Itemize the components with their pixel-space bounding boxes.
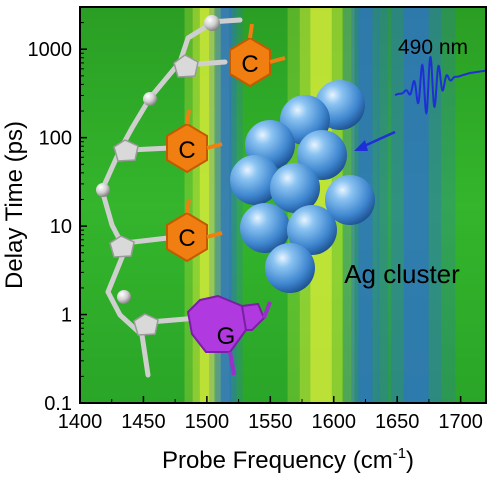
y-tick-label: 100 [39, 128, 72, 150]
x-axis-title-sup: -1 [393, 445, 406, 462]
x-tick-label: 1450 [121, 411, 166, 433]
x-tick-label: 1650 [375, 411, 420, 433]
y-tick-label: 1 [61, 305, 72, 327]
phosphate-atoms [96, 15, 220, 304]
x-axis-title-close: ) [406, 447, 414, 474]
y-axis: 0.1 1 10 100 1000 [28, 6, 87, 415]
silver-cluster [230, 80, 375, 293]
wavelength-label: 490 nm [398, 36, 468, 59]
laser-pulse [354, 55, 486, 151]
y-tick-label: 1000 [28, 39, 73, 61]
x-tick-label: 1550 [248, 411, 293, 433]
x-axis: 1400 1450 1500 1550 1600 1650 1700 [58, 396, 483, 433]
x-axis-title-main: Probe Frequency (cm [162, 447, 393, 474]
x-tick-label: 1700 [438, 411, 483, 433]
cytosine-base-1: C [229, 23, 286, 88]
base-label-c2: C [178, 137, 195, 164]
cluster-label: Ag cluster [344, 259, 460, 289]
cytosine-base-2: C [166, 109, 223, 174]
base-label-c3: C [178, 225, 195, 252]
heatmap-band-5 [403, 7, 429, 403]
cytosine-base-3: C [166, 198, 223, 263]
x-axis-title: Probe Frequency (cm-1) [162, 445, 414, 474]
sugar-rings [109, 54, 199, 336]
guanine-base: G [186, 294, 272, 376]
y-tick-label: 0.1 [44, 393, 72, 415]
dna-illustration: C C C G [96, 15, 486, 378]
base-label-c1: C [241, 51, 258, 78]
x-tick-label: 1400 [58, 411, 103, 433]
x-tick-label: 1600 [312, 411, 357, 433]
heatmap-band-2 [220, 7, 232, 403]
pulse-waveform [394, 55, 486, 116]
plot-frame [79, 6, 487, 404]
base-label-g: G [217, 323, 236, 350]
x-tick-label: 1500 [185, 411, 230, 433]
y-axis-title: Delay Time (ps) [1, 121, 28, 289]
y-tick-label: 10 [50, 216, 72, 238]
